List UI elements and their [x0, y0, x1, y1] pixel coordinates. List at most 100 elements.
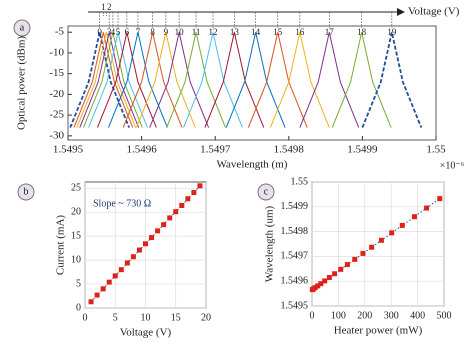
data-point — [352, 256, 358, 262]
y-tick-label: 10 — [71, 254, 81, 265]
data-point — [94, 292, 100, 298]
data-point — [173, 209, 179, 215]
spectrum-line — [361, 32, 423, 128]
x-tick-label: 1.5498 — [274, 144, 305, 156]
data-point — [155, 228, 161, 234]
data-point — [191, 190, 197, 196]
y-tick-label: 1.5499 — [281, 201, 309, 212]
x-axis-label: Heater power (mW) — [334, 325, 423, 337]
spectrum-line — [204, 32, 265, 128]
series-label: 16 — [295, 27, 305, 37]
y-axis-label: Current (mA) — [55, 215, 67, 276]
y-axis-label: Optical power (dBm) — [16, 36, 28, 130]
series-label: 18 — [357, 27, 367, 37]
spectrum-line — [166, 32, 226, 128]
series-label: 15 — [273, 27, 283, 37]
series-label: 13 — [230, 27, 240, 37]
data-point — [161, 222, 167, 228]
panel-label: a — [20, 22, 25, 33]
series-label: 9 — [164, 27, 169, 37]
series-label: 6 — [125, 27, 130, 37]
data-point — [185, 196, 191, 202]
panel-label: c — [264, 186, 269, 197]
series-label: 2 — [107, 2, 112, 12]
data-point — [136, 247, 142, 253]
data-point — [100, 286, 106, 292]
x-tick-label: 0 — [83, 312, 88, 323]
x-tick-label: 0 — [310, 310, 315, 321]
series-label: 19 — [387, 27, 397, 37]
data-point — [326, 274, 332, 280]
y-tick-label: -10 — [49, 46, 64, 58]
data-point — [124, 260, 130, 266]
series-label: 7 — [136, 27, 141, 37]
series-label: 0 — [97, 27, 102, 37]
y-tick-label: -20 — [49, 88, 64, 100]
x-tick-label: 15 — [171, 312, 181, 323]
spectrum-line — [108, 32, 168, 128]
y-tick-label: 25 — [71, 183, 81, 194]
top-axis-label: Voltage (V) — [408, 6, 460, 18]
x-tick-label: 10 — [141, 312, 151, 323]
data-point — [315, 283, 321, 289]
y-tick-label: 5 — [76, 278, 81, 289]
x-tick-label: 1.55 — [426, 144, 446, 156]
x-tick-label: 1.5495 — [53, 144, 84, 156]
data-point — [197, 183, 203, 189]
spectrum-line — [82, 32, 143, 128]
spectrum-line — [183, 32, 243, 128]
y-tick-label: -15 — [49, 67, 64, 79]
spectrum-line — [96, 32, 157, 128]
x-tick-label: 1.5499 — [347, 144, 378, 156]
data-point — [143, 241, 148, 247]
data-point — [344, 262, 350, 268]
plot-area — [311, 181, 445, 307]
x-tick-label: 200 — [357, 310, 372, 321]
data-point — [179, 202, 185, 208]
series-label: 17 — [325, 27, 335, 37]
panel-badge — [17, 183, 35, 201]
series-label: 11 — [192, 27, 201, 37]
x-tick-label: 5 — [113, 312, 118, 323]
data-point — [318, 281, 324, 287]
x-axis-label: Wavelength (m) — [217, 159, 288, 171]
data-point — [118, 267, 124, 273]
data-point — [332, 271, 338, 277]
data-point — [88, 299, 94, 305]
x-tick-label: 100 — [331, 310, 346, 321]
panel-badge — [13, 19, 31, 37]
spectrum-line — [225, 32, 286, 128]
data-point — [106, 279, 112, 285]
data-point — [167, 215, 173, 221]
series-label: 10 — [175, 27, 185, 37]
spectrum-line — [76, 32, 137, 128]
data-point — [424, 205, 430, 211]
data-point — [149, 235, 155, 241]
data-point — [112, 273, 118, 279]
data-point — [130, 254, 136, 260]
data-point — [369, 244, 375, 250]
panel-label: b — [24, 186, 29, 197]
spectrum-line — [331, 32, 392, 128]
series-label: 14 — [251, 27, 261, 37]
spectrum-line — [122, 32, 183, 128]
data-point — [360, 250, 366, 256]
y-tick-label: 15 — [71, 230, 81, 241]
x-tick-label: 1.5497 — [200, 144, 231, 156]
x-tick-label: 400 — [410, 310, 425, 321]
y-tick-label: 1.55 — [291, 176, 309, 187]
spectrum-line — [299, 32, 360, 128]
series-label: 8 — [150, 27, 155, 37]
y-tick-label: 0 — [76, 302, 81, 313]
y-tick-label: -5 — [55, 26, 65, 38]
y-tick-label: 20 — [71, 206, 81, 217]
panel-badge — [257, 183, 275, 201]
spectrum-line — [69, 32, 130, 128]
data-point — [389, 230, 395, 236]
spectrum-line — [79, 32, 140, 128]
x-axis-label: Voltage (V) — [120, 327, 172, 339]
series-label: 3 — [107, 27, 112, 37]
spectrum-line — [135, 32, 196, 128]
